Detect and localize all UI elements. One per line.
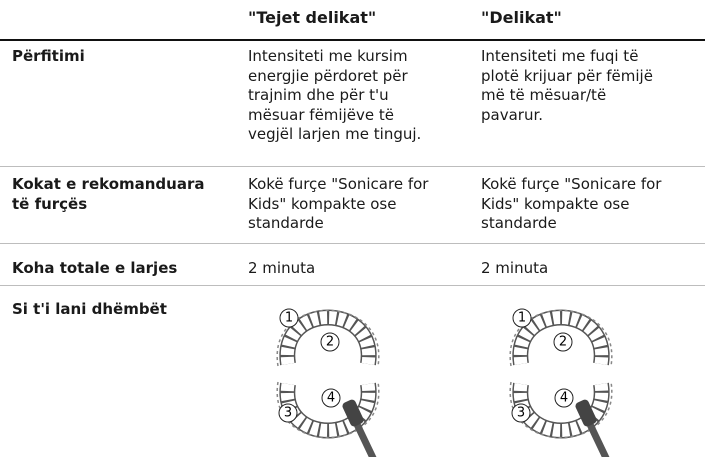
cell-text: Intensiteti me kursim <box>248 47 408 65</box>
cell-text: 2 minuta <box>481 259 549 277</box>
column-header: "Delikat" <box>481 8 562 27</box>
step-circle <box>278 403 298 423</box>
step-circle <box>320 332 340 352</box>
cell-text: mësuar fëmijëve të <box>248 105 394 124</box>
cell-text: plotë krijuar për fëmijë <box>481 66 653 85</box>
step-number: 2 <box>326 335 334 350</box>
cell-text: Kids" kompakte ose <box>248 194 397 213</box>
row-rule <box>0 166 705 167</box>
row-label: të furçës <box>12 194 88 213</box>
step-circle <box>554 388 574 408</box>
cell-text: Kids" kompakte ose <box>481 194 630 213</box>
step-number: 3 <box>517 406 525 421</box>
cell-text: trajnim dhe për t'u <box>248 86 389 104</box>
teeth-diagram <box>277 311 379 457</box>
cell-text: Kokë furçe "Sonicare for <box>248 175 429 193</box>
step-number: 1 <box>518 311 526 326</box>
step-circle <box>321 388 341 408</box>
teeth-diagram <box>510 311 612 457</box>
cell-text: standarde <box>481 214 557 232</box>
row-rule <box>0 285 705 286</box>
cell-text: 2 minuta <box>248 259 316 277</box>
column-header: "Tejet delikat" <box>248 8 377 27</box>
row-label: Koha totale e larjes <box>12 259 178 277</box>
cell-text: vegjël larjen me tinguj. <box>248 125 422 143</box>
step-number: 1 <box>285 311 293 326</box>
step-circle <box>553 332 573 352</box>
step-number: 4 <box>560 391 568 406</box>
header-rule <box>0 39 705 41</box>
step-circle <box>512 308 532 328</box>
step-number: 4 <box>327 391 335 406</box>
step-number: 3 <box>284 406 292 421</box>
cell-text: më të mësuar/të <box>481 86 607 104</box>
cell-text: pavarur. <box>481 105 544 124</box>
step-circle <box>511 403 531 423</box>
cell-text: Intensiteti me fuqi të <box>481 47 639 65</box>
step-circle <box>279 308 299 328</box>
row-label: Kokat e rekomanduara <box>12 175 205 193</box>
cell-text: energjie përdoret për <box>248 66 408 85</box>
step-number: 2 <box>559 335 567 350</box>
row-label: Si t'i lani dhëmbët <box>12 300 167 318</box>
row-label: Përfitimi <box>12 47 85 65</box>
cell-text: Kokë furçe "Sonicare for <box>481 175 662 193</box>
cell-text: standarde <box>248 214 324 232</box>
row-rule <box>0 243 705 244</box>
